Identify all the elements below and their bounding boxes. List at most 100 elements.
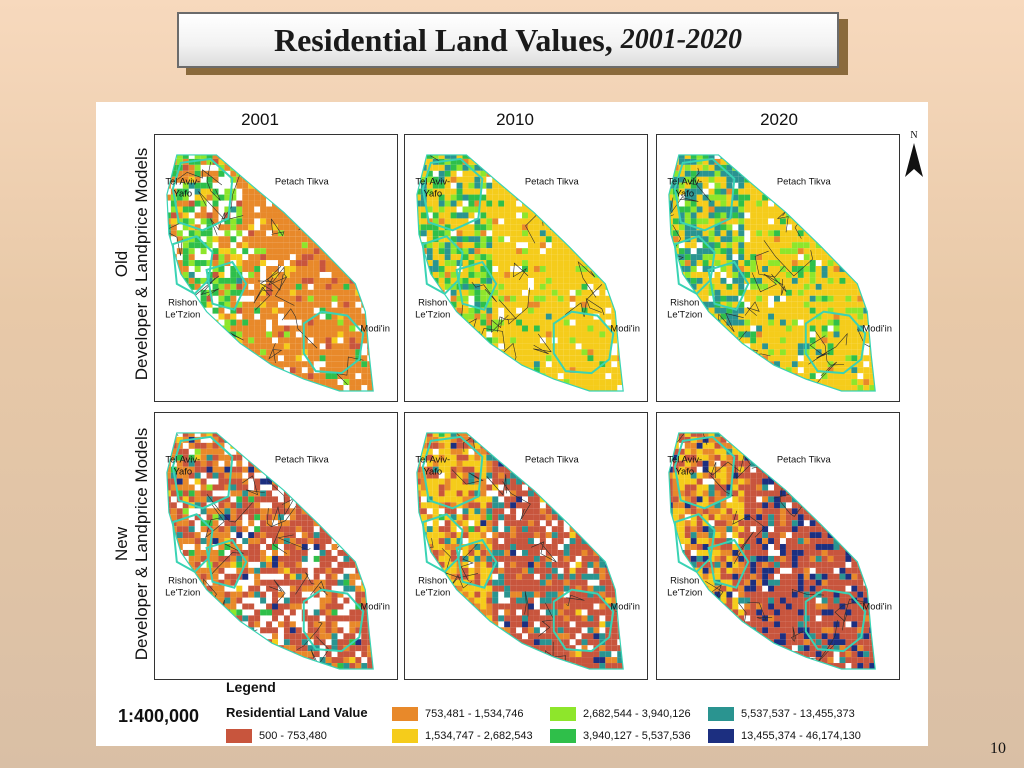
legend-swatch-6 [708,729,734,743]
urban-boundary [804,588,867,653]
city-label-tel-aviv: Tel Aviv- [667,176,702,187]
slide-title: Residential Land Values, 2001-2020 [177,12,839,68]
city-label-yafo: Yafo [675,466,694,477]
city-label-modiin: Modi'in [360,600,390,611]
urban-boundary [205,260,248,311]
city-label-petach-tikva: Petach Tikva [777,454,832,465]
city-label-yafo: Yafo [423,466,442,477]
city-label-letzion: Le'Tzion [165,587,200,598]
city-label-yafo: Yafo [675,188,694,199]
legend-label-0: 500 - 753,480 [259,730,327,742]
city-label-rishon: Rishon [418,575,447,586]
legend-swatch-4 [550,729,576,743]
urban-boundary [421,435,484,510]
urban-boundary [171,157,234,232]
legend-swatch-5 [708,707,734,721]
urban-boundary [707,260,750,311]
urban-boundary [707,538,750,589]
urban-boundary [673,435,736,510]
city-label-tel-aviv: Tel Aviv- [165,176,200,187]
city-label-letzion: Le'Tzion [415,309,450,320]
urban-boundary [421,157,484,232]
row-header-old-line2: Developer & Landprice Models [132,147,151,381]
row-header-new: New Developer & Landprice Models [112,414,152,674]
map-panel-new-2001: Tel Aviv- Yafo Petach Tikva Rishon Le'Tzion M… [154,412,398,680]
legend-label-5: 5,537,537 - 13,455,373 [741,708,855,720]
city-label-rishon: Rishon [670,297,699,308]
legend-label-4: 3,940,127 - 5,537,536 [583,730,691,742]
urban-boundary [455,260,498,311]
city-label-rishon: Rishon [168,297,197,308]
study-area-outline [166,154,374,392]
map-panel-new-2020: Tel Aviv- Yafo Petach Tikva Rishon Le'Tzion M… [656,412,900,680]
row-header-old: Old Developer & Landprice Models [112,134,152,394]
urban-boundary [302,588,365,653]
city-label-modiin: Modi'in [862,600,892,611]
urban-boundary [552,310,615,375]
city-label-tel-aviv: Tel Aviv- [165,454,200,465]
legend-swatch-1 [392,707,418,721]
study-area-outline [416,432,624,670]
study-area-outline [668,154,876,392]
urban-boundary [171,435,234,510]
column-header-2010: 2010 [496,110,534,129]
map-panel-old-2010: Tel Aviv- Yafo Petach Tikva Rishon Le'Tzion M… [404,134,648,402]
city-label-letzion: Le'Tzion [667,309,702,320]
city-label-petach-tikva: Petach Tikva [275,176,330,187]
city-label-petach-tikva: Petach Tikva [777,176,832,187]
legend-label-2: 1,534,747 - 2,682,543 [425,730,533,742]
row-header-new-line2: Developer & Landprice Models [132,427,151,661]
city-label-modiin: Modi'in [610,322,640,333]
city-label-yafo: Yafo [423,188,442,199]
map-panel-new-2010: Tel Aviv- Yafo Petach Tikva Rishon Le'Tzion M… [404,412,648,680]
city-label-letzion: Le'Tzion [415,587,450,598]
map-panel-old-2001: Tel Aviv- Yafo Petach Tikva Rishon Le'Tzion M… [154,134,398,402]
city-label-letzion: Le'Tzion [165,309,200,320]
legend-label-1: 753,481 - 1,534,746 [425,708,524,720]
map-panel-old-2020: Tel Aviv- Yafo Petach Tikva Rishon Le'Tzion M… [656,134,900,402]
city-label-letzion: Le'Tzion [667,587,702,598]
column-header-2001: 2001 [241,110,279,129]
legend-subtitle: Residential Land Value [226,705,368,720]
urban-boundary [302,310,365,375]
urban-boundary [552,588,615,653]
page-number: 10 [990,740,1006,757]
city-label-petach-tikva: Petach Tikva [525,454,580,465]
urban-boundary [673,157,736,232]
study-area-outline [668,432,876,670]
city-label-yafo: Yafo [173,466,192,477]
row-header-new-line1: New [112,527,131,562]
column-header-2020: 2020 [760,110,798,129]
legend-title: Legend [226,679,276,695]
city-label-tel-aviv: Tel Aviv- [415,454,450,465]
study-area-outline [166,432,374,670]
slide-title-years: 2001-2020 [620,24,743,55]
city-label-rishon: Rishon [168,575,197,586]
city-label-petach-tikva: Petach Tikva [525,176,580,187]
north-label: N [910,130,918,141]
map-scale: 1:400,000 [118,706,200,726]
row-header-old-line1: Old [112,250,131,278]
urban-boundary [205,538,248,589]
study-area-outline [416,154,624,392]
slide-title-text: Residential Land Values, [273,21,613,58]
legend-swatch-2 [392,729,418,743]
urban-boundary [804,310,867,375]
city-label-modiin: Modi'in [360,322,390,333]
city-label-modiin: Modi'in [862,322,892,333]
legend-label-3: 2,682,544 - 3,940,126 [583,708,691,720]
city-label-modiin: Modi'in [610,600,640,611]
city-label-tel-aviv: Tel Aviv- [415,176,450,187]
legend-swatch-3 [550,707,576,721]
north-arrow: N [904,130,924,184]
map-figure: 2001 2010 2020 Old Developer & Landprice… [96,102,928,746]
urban-boundary [455,538,498,589]
city-label-tel-aviv: Tel Aviv- [667,454,702,465]
legend-label-6: 13,455,374 - 46,174,130 [741,730,861,742]
north-arrow-icon [905,143,923,177]
